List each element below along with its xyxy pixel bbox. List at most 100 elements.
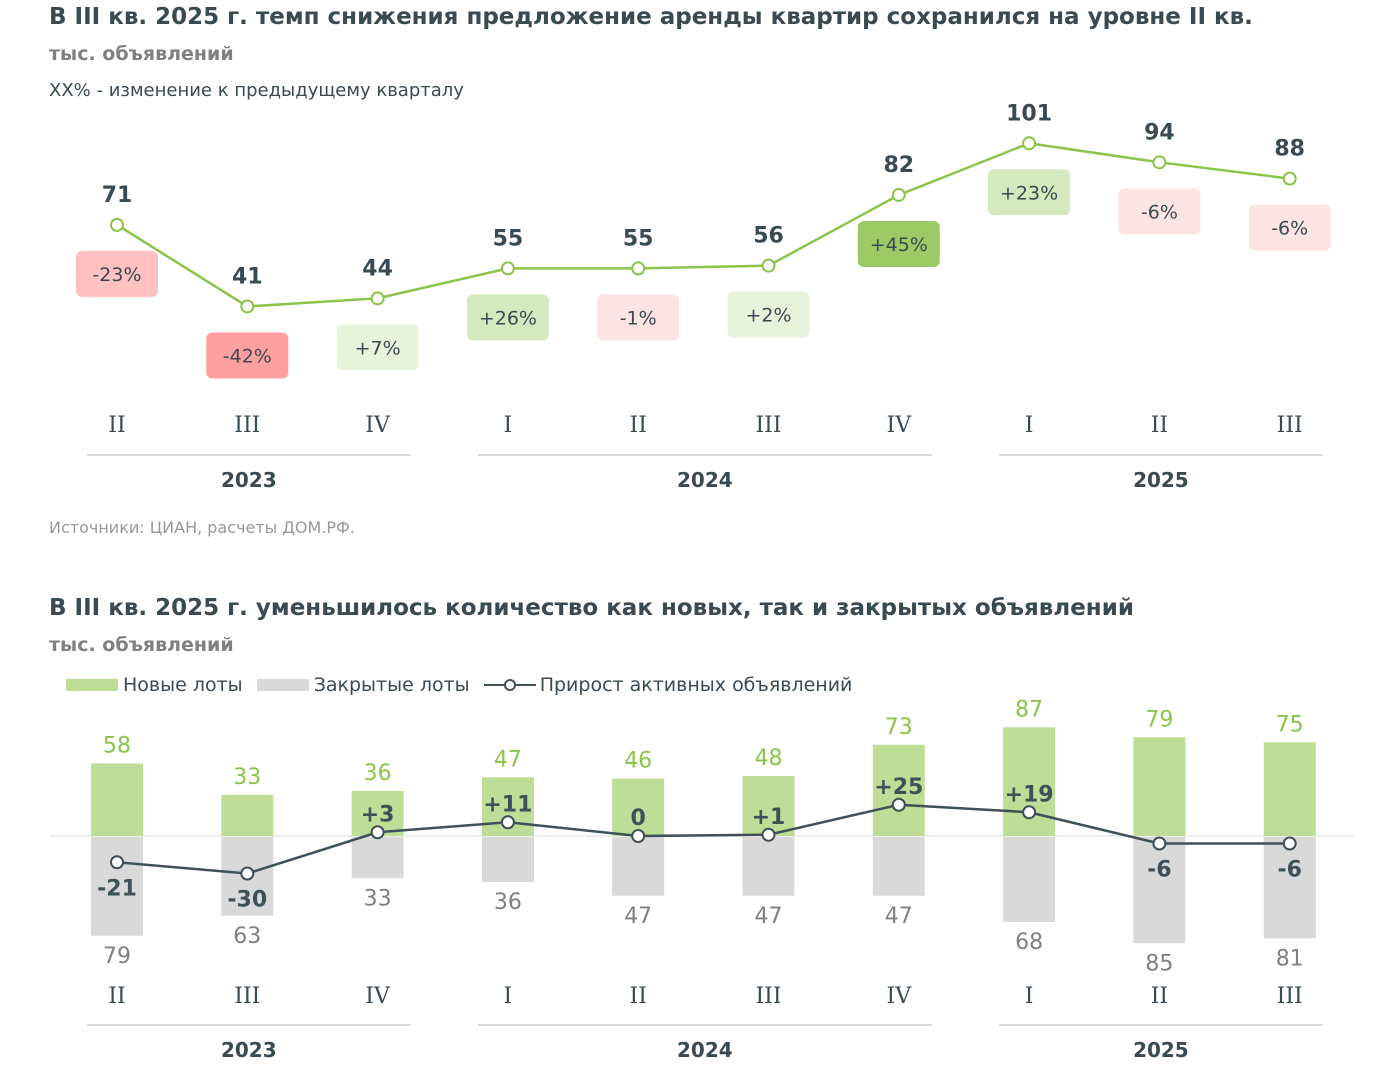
chart1-unit: тыс. объявлений — [49, 43, 234, 65]
x-tick-label: I — [1025, 984, 1034, 1009]
data-point — [1152, 155, 1167, 170]
bar-new-label: 75 — [1276, 712, 1304, 737]
bar-closed-label: 36 — [494, 890, 522, 915]
x-tick-label: II — [1151, 984, 1168, 1009]
net-point — [240, 866, 255, 881]
bar-closed-label: 33 — [364, 886, 392, 911]
data-point — [370, 291, 385, 306]
legend-closed: Закрытые лоты — [313, 674, 470, 696]
bar-closed — [91, 837, 143, 936]
x-tick-label: III — [755, 984, 781, 1009]
bar-closed — [481, 837, 534, 882]
value-label: 41 — [232, 264, 263, 289]
net-label: +25 — [874, 775, 923, 800]
bar-new — [1133, 737, 1186, 836]
x-tick-label: IV — [887, 984, 913, 1009]
x-tick-label: II — [630, 413, 647, 438]
year-label: 2025 — [1133, 1038, 1189, 1062]
bar-closed — [1003, 837, 1056, 922]
x-tick-label: III — [1277, 413, 1303, 438]
x-tick-label: III — [234, 984, 260, 1009]
net-point — [1282, 836, 1297, 851]
change-badge — [597, 294, 680, 341]
chart1-note: XX% - изменение к предыдущему кварталу — [49, 80, 464, 101]
year-label: 2023 — [221, 468, 277, 492]
bar-closed-label: 63 — [233, 924, 261, 949]
bar-new-label: 46 — [624, 749, 652, 774]
x-tick-label: I — [504, 413, 513, 438]
change-label: -6% — [1271, 218, 1308, 240]
change-badge — [1248, 204, 1331, 251]
net-point — [370, 825, 385, 840]
net-label: 0 — [631, 806, 646, 831]
bar-closed — [351, 837, 404, 879]
value-label: 55 — [493, 226, 524, 251]
change-label: +7% — [355, 337, 401, 359]
chart2-title: В III кв. 2025 г. уменьшилось количество… — [49, 595, 1134, 621]
x-tick-label: IV — [887, 413, 913, 438]
bar-new — [742, 776, 795, 836]
bar-new-label: 48 — [755, 746, 783, 771]
chart2-unit: тыс. объявлений — [49, 634, 234, 656]
bar-new-label: 58 — [103, 734, 131, 759]
bar-closed — [612, 837, 665, 896]
bar-closed — [872, 837, 925, 896]
value-label: 88 — [1274, 137, 1305, 162]
bar-new — [612, 778, 665, 836]
change-label: +23% — [1000, 182, 1058, 204]
data-point — [110, 217, 124, 232]
change-label: +26% — [479, 307, 537, 329]
net-point — [761, 827, 776, 842]
value-label: 55 — [623, 226, 654, 251]
bar-closed-label: 68 — [1015, 930, 1043, 955]
change-label: +45% — [870, 234, 928, 256]
change-badge — [76, 250, 158, 297]
change-label: +2% — [745, 305, 791, 327]
legend-swatch-net — [483, 679, 536, 691]
net-label: -21 — [97, 876, 137, 901]
bar-closed-label: 85 — [1145, 951, 1173, 976]
net-point — [1152, 836, 1167, 851]
x-tick-label: IV — [365, 984, 391, 1009]
x-tick-label: IV — [365, 413, 391, 438]
change-label: -23% — [92, 264, 141, 286]
bar-closed-label: 79 — [103, 944, 131, 969]
net-label: +19 — [1005, 782, 1054, 807]
value-label: 56 — [753, 224, 784, 249]
bar-new — [1263, 742, 1316, 836]
bar-new — [91, 763, 143, 836]
x-tick-label: II — [1151, 413, 1168, 438]
bar-new-label: 87 — [1015, 697, 1043, 722]
value-label: 82 — [883, 153, 914, 178]
x-tick-label: III — [755, 413, 781, 438]
change-badge — [988, 169, 1071, 216]
bar-closed-label: 47 — [624, 904, 652, 929]
bar-closed-label: 81 — [1276, 946, 1304, 971]
net-label: -6 — [1277, 858, 1301, 883]
data-point — [891, 187, 906, 202]
x-tick-label: I — [1025, 413, 1034, 438]
legend-swatch-closed — [256, 679, 309, 691]
legend-swatch-new — [66, 679, 118, 691]
x-tick-label: II — [630, 984, 647, 1009]
net-point — [891, 797, 906, 812]
series-line — [116, 141, 1290, 308]
change-label: -42% — [223, 345, 272, 367]
bar-new-label: 36 — [364, 761, 392, 786]
data-point — [240, 299, 255, 314]
legend-net: Прирост активных объявлений — [539, 674, 853, 696]
data-point — [1282, 171, 1297, 186]
year-label: 2024 — [677, 468, 733, 492]
year-label: 2024 — [677, 1038, 733, 1062]
year-label: 2025 — [1133, 468, 1189, 492]
data-point — [631, 261, 646, 276]
data-point — [500, 261, 515, 276]
x-tick-label: II — [108, 413, 125, 438]
year-label: 2023 — [221, 1038, 277, 1062]
bar-closed — [1263, 837, 1316, 939]
bar-new — [872, 744, 925, 836]
change-badge — [857, 220, 940, 267]
bar-closed-label: 47 — [885, 904, 913, 929]
change-badge — [336, 324, 419, 371]
